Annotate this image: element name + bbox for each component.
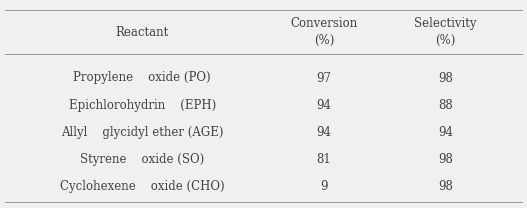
Text: 98: 98: [438, 180, 453, 193]
Text: Propylene    oxide (PO): Propylene oxide (PO): [73, 72, 211, 84]
Text: 94: 94: [438, 126, 453, 139]
Text: Conversion
(%): Conversion (%): [290, 17, 358, 47]
Text: 94: 94: [317, 126, 331, 139]
Text: 98: 98: [438, 153, 453, 166]
Text: Epichlorohydrin    (EPH): Epichlorohydrin (EPH): [69, 99, 216, 111]
Text: 97: 97: [317, 72, 331, 84]
Text: Allyl    glycidyl ether (AGE): Allyl glycidyl ether (AGE): [61, 126, 223, 139]
Text: Selectivity
(%): Selectivity (%): [414, 17, 476, 47]
Text: Cyclohexene    oxide (CHO): Cyclohexene oxide (CHO): [60, 180, 225, 193]
Text: 9: 9: [320, 180, 328, 193]
Text: Styrene    oxide (SO): Styrene oxide (SO): [80, 153, 204, 166]
Text: Reactant: Reactant: [115, 26, 169, 39]
Text: 81: 81: [317, 153, 331, 166]
Text: 94: 94: [317, 99, 331, 111]
Text: 98: 98: [438, 72, 453, 84]
Text: 88: 88: [438, 99, 453, 111]
